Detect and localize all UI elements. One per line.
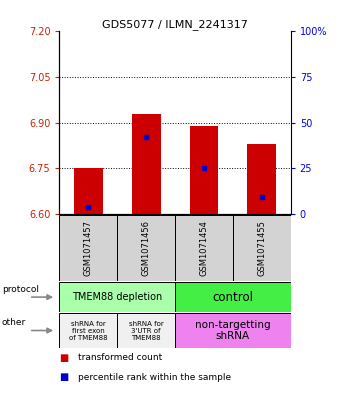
- Text: GSM1071454: GSM1071454: [200, 220, 208, 276]
- Text: TMEM88 depletion: TMEM88 depletion: [72, 292, 163, 302]
- Bar: [117, 215, 175, 281]
- Bar: [233, 215, 291, 281]
- Text: GSM1071457: GSM1071457: [84, 220, 93, 276]
- Text: non-targetting
shRNA: non-targetting shRNA: [195, 320, 271, 341]
- Text: GSM1071455: GSM1071455: [257, 220, 266, 276]
- Text: control: control: [212, 290, 253, 304]
- Bar: [59, 313, 117, 348]
- Bar: [59, 215, 117, 281]
- Text: percentile rank within the sample: percentile rank within the sample: [78, 373, 231, 382]
- Bar: [247, 144, 276, 214]
- Bar: [175, 313, 291, 348]
- Text: GSM1071456: GSM1071456: [142, 220, 151, 276]
- Text: protocol: protocol: [2, 285, 39, 294]
- Text: transformed count: transformed count: [78, 353, 163, 362]
- Text: shRNA for
3'UTR of
TMEM88: shRNA for 3'UTR of TMEM88: [129, 321, 164, 340]
- Text: ■: ■: [59, 372, 69, 382]
- Text: shRNA for
first exon
of TMEM88: shRNA for first exon of TMEM88: [69, 321, 108, 340]
- Bar: [132, 114, 161, 214]
- Bar: [175, 282, 291, 312]
- Bar: [190, 126, 218, 214]
- Bar: [175, 215, 233, 281]
- Bar: [59, 282, 175, 312]
- Text: other: other: [2, 318, 26, 327]
- Text: ■: ■: [59, 353, 69, 363]
- Bar: [117, 313, 175, 348]
- Bar: [74, 169, 103, 214]
- Title: GDS5077 / ILMN_2241317: GDS5077 / ILMN_2241317: [102, 19, 248, 30]
